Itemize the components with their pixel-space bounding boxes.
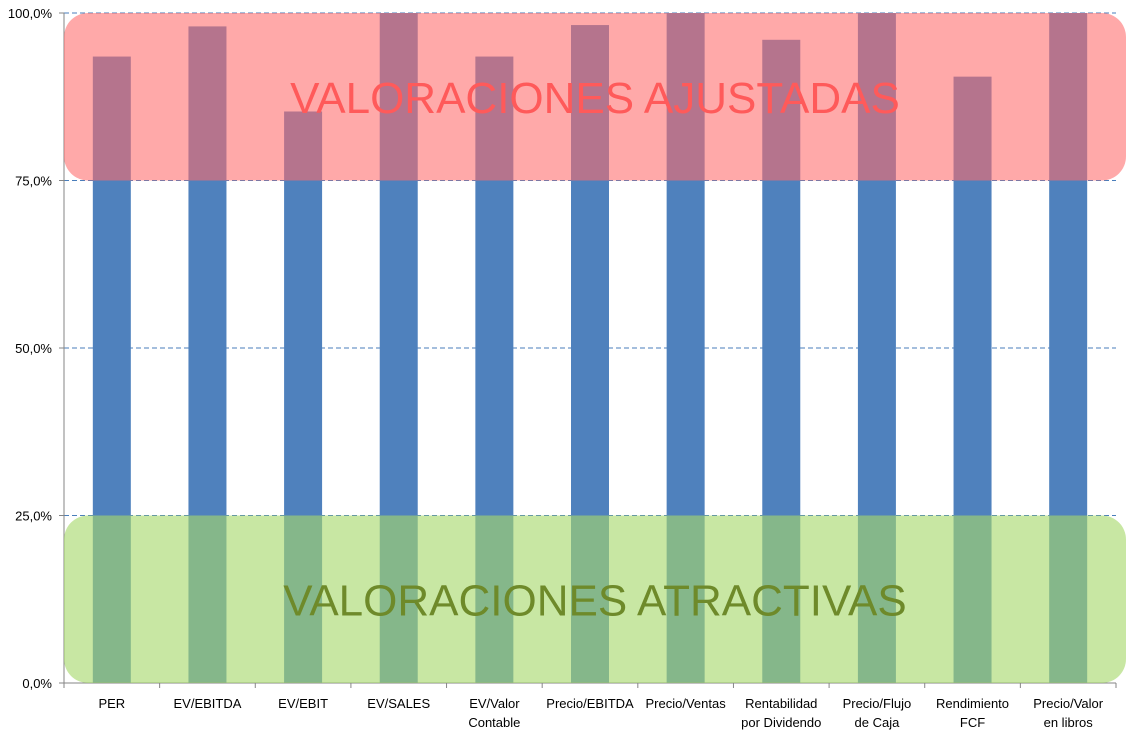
y-tick-label: 25,0% (15, 509, 52, 524)
x-tick-label: Rendimiento FCF (936, 696, 1009, 730)
x-tick-label: Precio/Flujo de Caja (843, 696, 912, 730)
band-label-upper: VALORACIONES AJUSTADAS (290, 74, 900, 123)
x-tick-label: EV/Valor Contable (468, 696, 520, 730)
x-tick-label: EV/EBIT (278, 696, 328, 711)
x-tick-label: Precio/Valor en libros (1033, 696, 1104, 730)
y-tick-label: 75,0% (15, 174, 52, 189)
valuation-bands: VALORACIONES AJUSTADAS VALORACIONES ATRAC… (64, 13, 1126, 683)
x-tick-label: EV/EBITDA (173, 696, 241, 711)
band-upper (64, 13, 1126, 181)
x-tick-label: PER (98, 696, 125, 711)
band-label-lower: VALORACIONES ATRACTIVAS (283, 576, 906, 625)
band-lower (64, 515, 1126, 683)
x-tick-label: Precio/Ventas (646, 696, 727, 711)
x-tick-label: EV/SALES (367, 696, 430, 711)
y-tick-label: 0,0% (22, 676, 52, 691)
axis-labels: 0,0% 25,0% 50,0% 75,0% 100,0% PER EV/EBITDA EV/… (8, 6, 1104, 730)
x-tick-label: Rentabilidad por Dividendo (741, 696, 821, 730)
x-tick-label: Precio/EBITDA (546, 696, 634, 711)
y-tick-label: 100,0% (8, 6, 53, 21)
y-tick-label: 50,0% (15, 341, 52, 356)
